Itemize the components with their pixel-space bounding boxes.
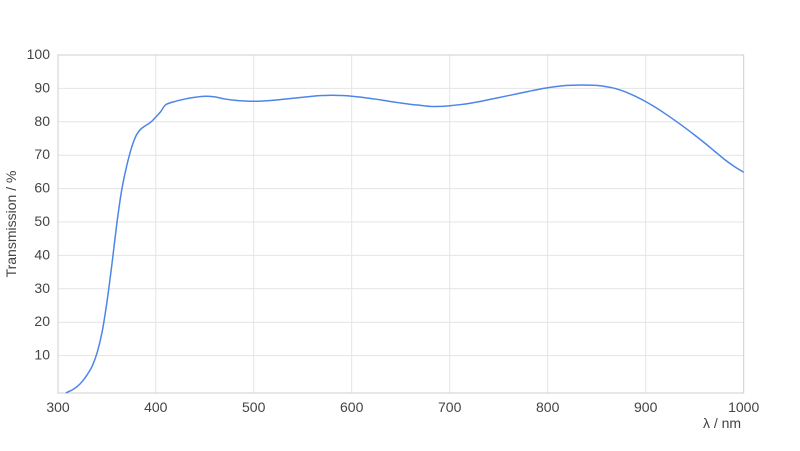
svg-text:30: 30: [34, 280, 50, 296]
svg-text:300: 300: [46, 399, 70, 415]
svg-text:90: 90: [34, 79, 50, 95]
svg-text:10: 10: [34, 347, 50, 363]
svg-text:40: 40: [34, 246, 50, 262]
svg-text:60: 60: [34, 180, 50, 196]
svg-text:500: 500: [242, 399, 266, 415]
svg-text:70: 70: [34, 146, 50, 162]
svg-text:1000: 1000: [728, 399, 759, 415]
svg-text:700: 700: [438, 399, 462, 415]
svg-text:100: 100: [27, 46, 51, 62]
svg-text:900: 900: [634, 399, 658, 415]
svg-text:800: 800: [536, 399, 560, 415]
svg-text:20: 20: [34, 313, 50, 329]
svg-text:λ / nm: λ / nm: [703, 415, 741, 431]
svg-text:80: 80: [34, 113, 50, 129]
svg-text:Transmission / %: Transmission / %: [3, 171, 19, 278]
svg-text:400: 400: [144, 399, 168, 415]
svg-text:50: 50: [34, 213, 50, 229]
svg-text:600: 600: [340, 399, 364, 415]
